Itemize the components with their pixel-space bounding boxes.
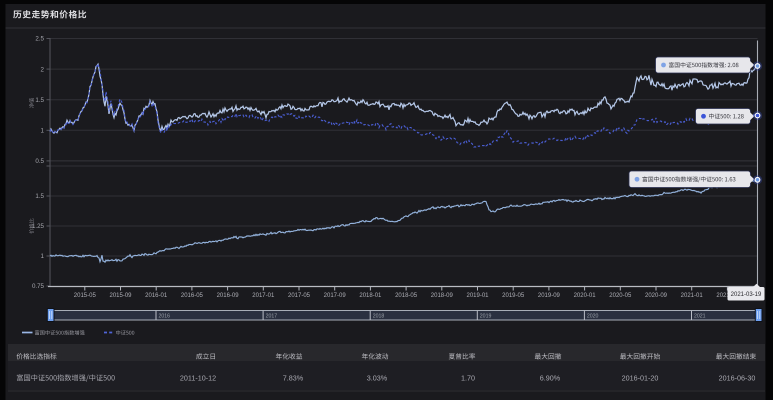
svg-text:2016-09: 2016-09 — [217, 293, 240, 299]
svg-text:2017-05: 2017-05 — [288, 293, 311, 299]
svg-text:2021: 2021 — [694, 314, 706, 320]
svg-text:2019-05: 2019-05 — [502, 293, 525, 299]
svg-text:0.75: 0.75 — [32, 283, 45, 290]
svg-text:2018-05: 2018-05 — [395, 293, 418, 299]
svg-text:2020-09: 2020-09 — [645, 293, 668, 299]
svg-text:2019: 2019 — [480, 314, 492, 320]
svg-text:1.5: 1.5 — [35, 193, 44, 200]
svg-text:0.5: 0.5 — [35, 158, 44, 165]
svg-text:2016: 2016 — [159, 314, 171, 320]
svg-text:2015-05: 2015-05 — [74, 293, 97, 299]
svg-text:2020: 2020 — [587, 314, 599, 320]
svg-text:1.25: 1.25 — [32, 223, 45, 230]
svg-text:2018: 2018 — [373, 314, 385, 320]
svg-text:2016-05: 2016-05 — [181, 293, 204, 299]
svg-text:2016-01: 2016-01 — [145, 293, 168, 299]
svg-text:2018-09: 2018-09 — [431, 293, 454, 299]
svg-text:2011-10-12: 2011-10-12 — [180, 373, 216, 382]
svg-text:2018-01: 2018-01 — [359, 293, 382, 299]
svg-text:6.90%: 6.90% — [540, 373, 561, 382]
svg-text:2015-09: 2015-09 — [109, 293, 132, 299]
svg-text:2017-09: 2017-09 — [324, 293, 347, 299]
svg-text:2017: 2017 — [266, 314, 278, 320]
svg-text:1.5: 1.5 — [35, 97, 44, 104]
svg-text:7.83%: 7.83% — [283, 373, 304, 382]
svg-text:2016-01-20: 2016-01-20 — [622, 373, 659, 382]
svg-text:2021-03-19: 2021-03-19 — [731, 292, 762, 298]
svg-text:2019-09: 2019-09 — [538, 293, 561, 299]
svg-text:2.5: 2.5 — [35, 36, 44, 43]
svg-text:2020-05: 2020-05 — [609, 293, 632, 299]
svg-text:3.03%: 3.03% — [367, 373, 388, 382]
svg-text:1.70: 1.70 — [461, 373, 475, 382]
svg-text:2: 2 — [41, 66, 45, 73]
svg-text:1: 1 — [41, 128, 45, 135]
svg-text:2020-01: 2020-01 — [574, 293, 597, 299]
svg-text:2021-01: 2021-01 — [681, 293, 704, 299]
svg-text:1: 1 — [41, 253, 45, 260]
svg-text:2017-01: 2017-01 — [252, 293, 275, 299]
svg-text:2019-01: 2019-01 — [466, 293, 489, 299]
svg-text:2016-06-30: 2016-06-30 — [719, 373, 756, 382]
